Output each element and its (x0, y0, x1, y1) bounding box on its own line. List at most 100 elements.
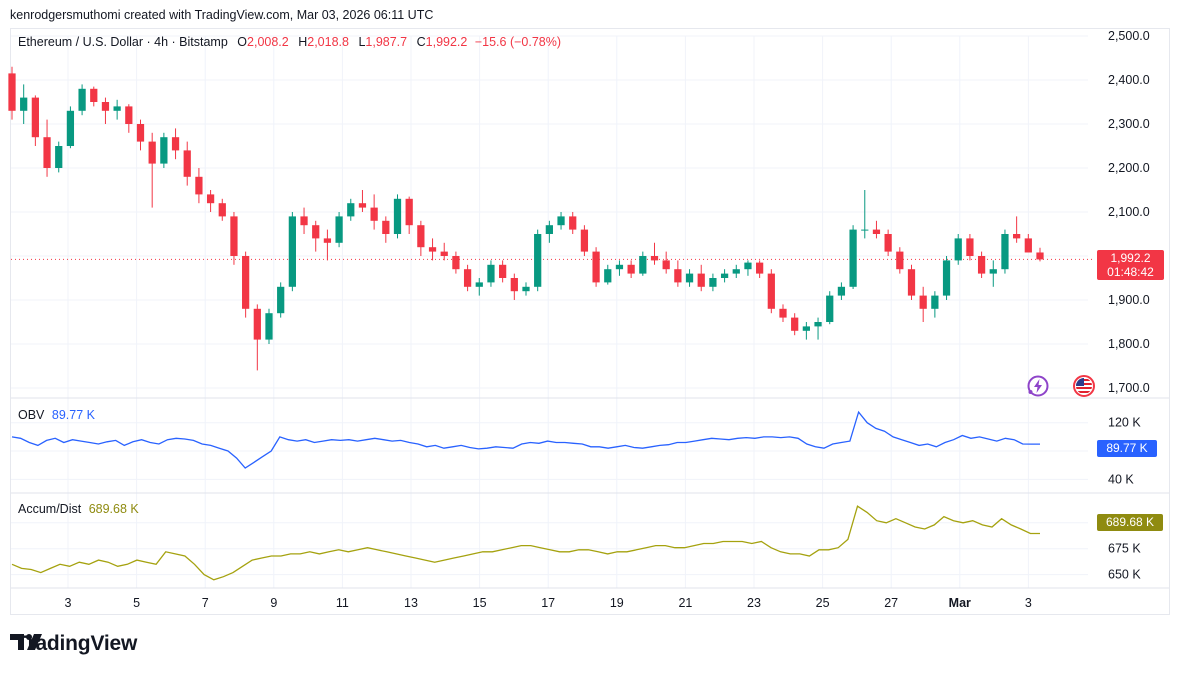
time-axis-label: 27 (884, 596, 898, 610)
candle-body (884, 234, 892, 252)
candle-body (475, 282, 483, 287)
price-axis-label: 2,300.0 (1108, 117, 1150, 131)
candle-body (171, 137, 180, 151)
candle-body (534, 234, 542, 287)
candle-body (55, 146, 63, 168)
candle-body (896, 251, 904, 270)
candle-body (580, 229, 589, 252)
candle-body (125, 106, 133, 124)
candle-body (335, 216, 343, 243)
candle-body (148, 141, 156, 164)
candle-body (1024, 238, 1032, 253)
lightning-icon[interactable] (1027, 375, 1049, 397)
candle-body (66, 110, 75, 146)
candle-body (8, 73, 16, 111)
candle-body (113, 106, 121, 111)
candle-body (347, 203, 355, 217)
candle-body (230, 216, 238, 256)
obv-value: 89.77 K (51, 408, 95, 422)
chart-frame (10, 28, 1170, 615)
candle-body (907, 269, 916, 296)
candle-body (1001, 234, 1009, 270)
candle-body (382, 220, 390, 234)
candle-body (242, 256, 250, 309)
last-price-tag: 1,992.2 01:48:42 (1097, 250, 1164, 280)
candle-body (428, 247, 437, 252)
low-key: L (358, 35, 366, 49)
low-value: 1,987.7 (365, 35, 408, 49)
time-axis-label: 7 (202, 596, 209, 610)
ad-axis-label: 675 K (1108, 542, 1141, 556)
price-axis-label: 2,100.0 (1108, 205, 1150, 219)
candle-body (1013, 234, 1021, 239)
candle-body (557, 216, 565, 226)
last-price: 1,992.2 (1110, 251, 1151, 265)
time-axis-label: 17 (541, 596, 555, 610)
high-value: 2,018.8 (307, 35, 349, 49)
candle-body (277, 286, 285, 314)
time-axis-label: 13 (404, 596, 418, 610)
obv-axis-label: 120 K (1108, 416, 1141, 430)
tradingview-footer[interactable]: TradingView (10, 632, 137, 656)
candle-body (966, 238, 974, 256)
candle-body (954, 238, 962, 261)
candle-body (802, 326, 810, 331)
time-axis-label: 21 (678, 596, 692, 610)
candle-body (942, 260, 951, 296)
ad-legend[interactable]: Accum/Dist 689.68 K (18, 502, 139, 516)
obv-legend[interactable]: OBV 89.77 K (18, 408, 95, 422)
candle-body (183, 150, 191, 177)
candle-body (919, 295, 927, 309)
ad-axis-label: 650 K (1108, 568, 1141, 582)
symbol-legend: Ethereum / U.S. Dollar · 4h · Bitstamp O… (18, 35, 561, 49)
candle-body (1036, 252, 1044, 260)
candle-body (253, 308, 261, 340)
candle-body (814, 322, 822, 327)
candle-body (312, 225, 320, 239)
candle-body (545, 225, 553, 234)
tradingview-wordmark: TradingView (16, 632, 138, 655)
time-axis-label: 23 (747, 596, 761, 610)
obv-line (11, 410, 1040, 469)
candle-body (826, 295, 834, 322)
change-value: −15.6 (−0.78%) (474, 35, 562, 49)
price-axis-label: 1,700.0 (1108, 381, 1150, 395)
price-axis-label: 2,200.0 (1108, 161, 1150, 175)
time-axis-label: 19 (610, 596, 624, 610)
candle-body (744, 262, 752, 270)
candle-body (989, 269, 997, 274)
candle-body (779, 308, 787, 318)
candle-body (463, 269, 472, 287)
candle-body (499, 264, 507, 278)
candle-body (43, 137, 51, 168)
candle-body (358, 203, 367, 208)
time-axis-label: 9 (270, 596, 277, 610)
symbol-name[interactable]: Ethereum / U.S. Dollar · 4h · Bitstamp (18, 35, 228, 49)
time-axis-label: Mar (949, 596, 971, 610)
candle-body (452, 256, 460, 270)
candle-body (522, 286, 530, 292)
candle-body (136, 124, 145, 142)
time-axis-label: 15 (473, 596, 487, 610)
tradingview-logo-icon (10, 634, 42, 650)
candle-body (20, 97, 28, 111)
open-value: 2,008.2 (247, 35, 289, 49)
candle-body (767, 273, 775, 309)
candle-body (720, 273, 729, 278)
high-key: H (298, 35, 308, 49)
candle-body (405, 198, 413, 226)
candle-body (615, 264, 624, 270)
price-axis-label: 2,500.0 (1108, 29, 1150, 43)
candle-body (837, 286, 846, 296)
open-key: O (237, 35, 248, 49)
candle-body (861, 229, 869, 231)
us-flag-icon[interactable] (1073, 375, 1095, 397)
close-value: 1,992.2 (425, 35, 468, 49)
candle-body (31, 97, 39, 138)
candle-body (931, 295, 939, 309)
obv-axis-label: 40 K (1108, 472, 1134, 486)
time-axis-label: 5 (133, 596, 140, 610)
bar-countdown: 01:48:42 (1107, 265, 1154, 279)
ad-price-tag: 689.68 K (1097, 514, 1163, 531)
